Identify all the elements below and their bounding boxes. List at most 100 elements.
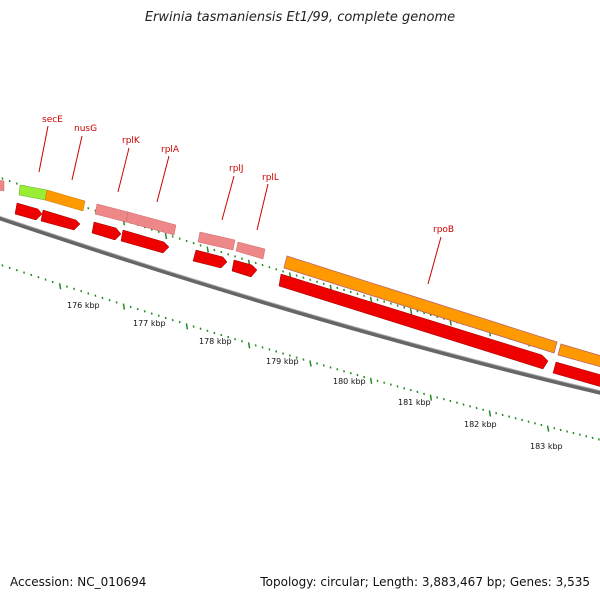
connector-line	[427, 236, 442, 285]
rpoC-gene-feature	[557, 343, 600, 368]
minor-tick	[534, 422, 536, 425]
connector-line	[117, 147, 130, 193]
gene-label-rplA: rplA	[161, 145, 180, 155]
minor-tick	[336, 286, 339, 290]
minor-tick	[376, 379, 379, 382]
gene-label-secE: secE	[42, 115, 63, 125]
minor-tick	[213, 331, 216, 335]
connector-line	[256, 183, 269, 231]
minor-tick	[423, 392, 426, 395]
minor-tick	[527, 420, 530, 423]
minor-tick	[514, 417, 517, 420]
cds-arrow	[91, 221, 122, 241]
gene-label-nusG: nusG	[74, 124, 97, 134]
minor-tick	[261, 346, 264, 349]
minor-tick	[455, 401, 458, 404]
minor-tick	[475, 406, 478, 410]
minor-tick	[309, 278, 312, 281]
kbp-label: 182 kbp	[464, 420, 497, 429]
minor-tick	[482, 408, 485, 411]
minor-tick	[8, 179, 11, 183]
minor-tick	[403, 387, 406, 390]
major-tick	[309, 360, 312, 367]
major-tick	[409, 308, 413, 315]
gene-label-rplL: rplL	[262, 173, 279, 183]
genome-backbone	[0, 216, 600, 395]
cds-arrow	[14, 202, 43, 221]
minor-tick	[442, 397, 445, 401]
gene-label-rplJ: rplJ	[229, 164, 244, 174]
minor-tick	[15, 182, 18, 185]
connector-line	[156, 155, 170, 203]
cds-arrow	[278, 273, 549, 370]
minor-tick	[8, 266, 11, 269]
minor-tick	[495, 412, 498, 415]
cds-arrow	[231, 259, 258, 278]
gene-label-rplK: rplK	[122, 136, 141, 146]
major-tick	[164, 233, 168, 240]
major-tick	[122, 303, 126, 310]
kbp-label: 180 kbp	[333, 377, 366, 386]
minor-tick	[268, 348, 271, 351]
connector-line	[221, 175, 235, 221]
minor-tick	[108, 299, 111, 302]
minor-tick	[254, 344, 257, 347]
minor-tick	[23, 271, 26, 274]
minor-tick	[199, 327, 202, 330]
minor-tick	[199, 244, 202, 247]
minor-tick	[164, 316, 167, 320]
accession-text: Accession: NC_010694	[10, 575, 147, 589]
minor-tick	[37, 276, 40, 279]
minor-tick	[1, 264, 4, 267]
minor-tick	[501, 413, 504, 417]
minor-tick	[220, 250, 223, 254]
minor-tick	[227, 335, 230, 339]
kbp-label: 176 kbp	[67, 301, 100, 310]
minor-tick	[389, 302, 392, 305]
rplA-gene-feature	[125, 211, 177, 236]
minor-tick	[288, 354, 291, 357]
minor-tick	[572, 431, 575, 435]
minor-tick	[136, 307, 139, 311]
minor-tick	[329, 366, 332, 369]
minor-tick	[171, 318, 174, 322]
kbp-label: 179 kbp	[266, 357, 299, 366]
gene-label-rpoB: rpoB	[433, 225, 454, 235]
minor-tick	[15, 268, 18, 272]
minor-tick	[343, 288, 345, 292]
cds-arrow	[120, 229, 170, 254]
minor-tick	[508, 415, 511, 418]
minor-tick	[462, 403, 465, 406]
genome-stats-text: Topology: circular; Length: 3,883,467 bp…	[260, 575, 590, 589]
minor-tick	[396, 304, 399, 307]
minor-tick	[51, 280, 54, 284]
kbp-label: 177 kbp	[133, 319, 166, 328]
connector-line	[71, 135, 83, 181]
minor-tick	[383, 300, 386, 303]
minor-tick	[261, 263, 264, 267]
minor-tick	[185, 239, 188, 243]
minor-tick	[363, 294, 366, 298]
minor-tick	[376, 298, 379, 301]
minor-tick	[295, 274, 298, 277]
rplL-gene-feature	[235, 241, 266, 260]
minor-tick	[389, 383, 392, 386]
minor-tick	[383, 381, 386, 384]
minor-tick	[157, 230, 160, 234]
minor-tick	[295, 356, 298, 359]
minor-tick	[416, 390, 419, 394]
minor-tick	[87, 292, 90, 295]
genome-backbone-highlight	[0, 215, 600, 392]
minor-tick	[178, 321, 181, 324]
minor-tick	[343, 370, 345, 373]
minor-tick	[349, 372, 352, 375]
nusG-gene-feature	[44, 189, 86, 212]
kbp-label: 183 kbp	[530, 442, 563, 451]
minor-tick	[322, 282, 325, 286]
minor-tick	[403, 306, 406, 309]
minor-tick	[540, 423, 543, 427]
minor-tick	[553, 427, 556, 430]
secE-gene-feature	[18, 184, 48, 201]
kbp-label: 178 kbp	[199, 337, 232, 346]
